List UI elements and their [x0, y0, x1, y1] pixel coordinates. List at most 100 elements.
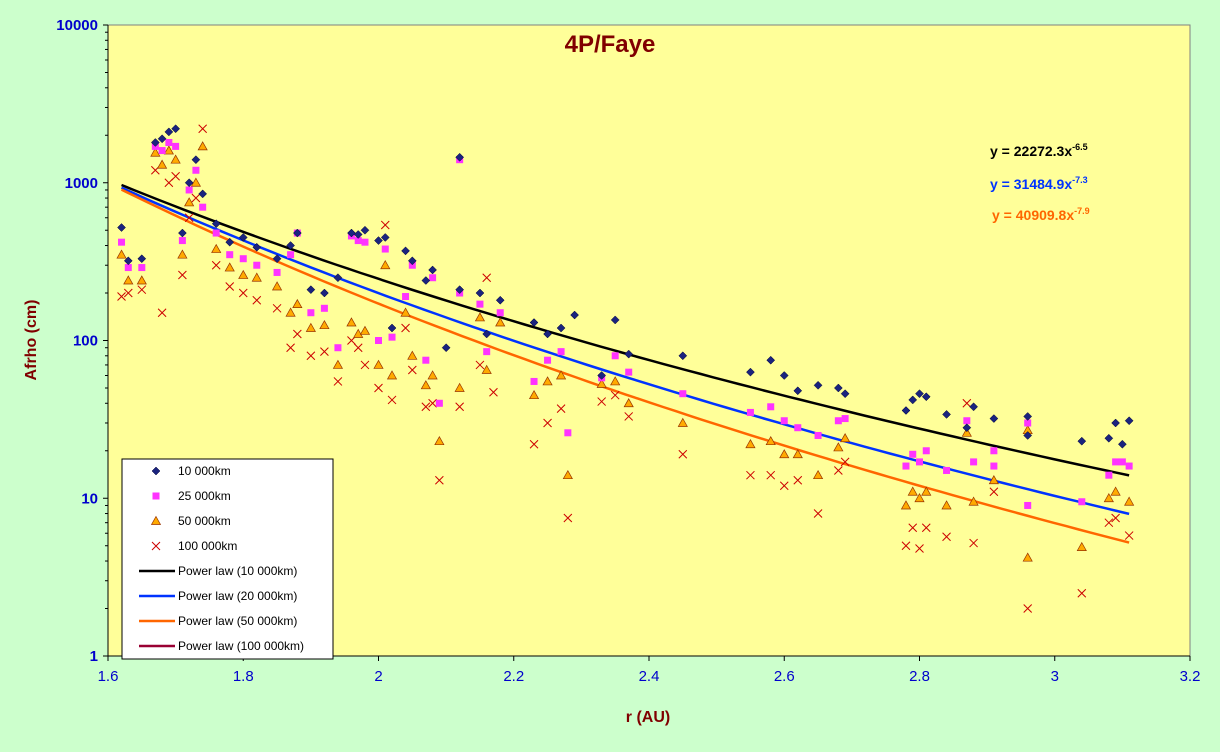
data-point — [407, 365, 417, 375]
data-point — [529, 439, 539, 449]
data-point — [489, 387, 498, 397]
data-point — [386, 370, 398, 380]
data-point — [969, 538, 978, 548]
data-point — [292, 329, 302, 339]
data-point — [779, 371, 789, 380]
data-point — [496, 309, 504, 317]
data-point — [197, 141, 208, 151]
data-point — [901, 406, 911, 415]
data-point — [157, 308, 167, 318]
data-point — [963, 417, 971, 425]
data-point — [184, 197, 195, 207]
data-point — [184, 178, 194, 188]
data-point — [380, 260, 391, 270]
data-point — [907, 486, 918, 496]
data-point — [556, 323, 566, 333]
data-point — [164, 127, 174, 137]
data-point — [745, 439, 756, 449]
data-point — [833, 383, 843, 393]
legend-label: Power law (20 000km) — [178, 589, 297, 603]
data-point — [793, 475, 803, 485]
data-point — [610, 315, 620, 325]
data-point — [224, 262, 235, 272]
data-point — [211, 243, 222, 253]
data-point — [961, 427, 972, 437]
data-point — [184, 213, 194, 223]
data-point — [840, 457, 850, 467]
data-point — [238, 233, 248, 242]
fit-equation: y = 22272.3x-6.5 — [990, 142, 1088, 159]
data-point — [813, 380, 823, 390]
data-point — [495, 295, 505, 305]
legend-label: Power law (10 000km) — [178, 564, 297, 578]
data-point — [555, 370, 567, 380]
legend-label: 10 000km — [178, 464, 231, 478]
x-axis-title: r (AU) — [626, 709, 670, 726]
data-point — [400, 307, 411, 317]
data-point — [253, 261, 261, 269]
data-point — [252, 242, 262, 252]
data-point — [1124, 531, 1134, 540]
data-point — [840, 389, 850, 399]
data-point — [292, 228, 302, 238]
data-point — [427, 370, 438, 380]
legend-box — [121, 458, 334, 660]
data-point — [482, 329, 492, 339]
data-point — [123, 256, 133, 266]
data-point — [361, 238, 369, 246]
data-point — [428, 398, 437, 408]
data-point — [199, 203, 207, 211]
data-point — [401, 246, 410, 256]
data-point — [1103, 493, 1114, 503]
data-point — [422, 356, 430, 364]
data-point — [746, 470, 755, 480]
data-point — [190, 177, 202, 187]
y-tick-label: 10000 — [56, 17, 98, 34]
data-point — [962, 423, 972, 433]
data-point — [624, 349, 634, 359]
data-point — [989, 414, 999, 423]
y-tick-label: 10 — [81, 490, 98, 507]
data-point — [1104, 433, 1114, 443]
legend-label: Power law (50 000km) — [178, 614, 297, 628]
data-point — [408, 261, 416, 269]
data-point — [564, 429, 572, 437]
data-point — [178, 270, 187, 280]
data-point — [1125, 462, 1133, 470]
data-point — [137, 285, 147, 295]
data-point — [990, 462, 998, 470]
data-point — [900, 500, 912, 510]
data-point — [1105, 471, 1113, 479]
data-point — [1022, 552, 1033, 562]
data-point — [562, 469, 573, 480]
data-point — [915, 389, 924, 399]
data-point — [239, 255, 247, 263]
fit-line — [120, 188, 1130, 544]
fit-equation: y = 31484.9x-7.3 — [990, 175, 1088, 192]
data-point — [766, 355, 776, 365]
data-point — [970, 458, 978, 466]
data-point — [285, 307, 296, 317]
data-point — [677, 417, 688, 427]
data-point — [624, 412, 634, 421]
data-point — [908, 523, 918, 533]
data-point — [833, 442, 844, 452]
data-point — [610, 390, 620, 400]
data-point — [968, 496, 979, 506]
data-point — [346, 317, 357, 327]
data-point — [429, 274, 437, 282]
data-point — [320, 347, 329, 356]
y-tick-label: 1000 — [65, 175, 98, 192]
data-point — [353, 343, 363, 353]
data-point — [921, 523, 931, 533]
data-point — [407, 350, 418, 360]
x-tick-label: 2.4 — [639, 668, 660, 685]
data-point — [543, 329, 552, 339]
data-point — [476, 300, 484, 308]
data-point — [360, 360, 370, 370]
data-point — [165, 138, 173, 146]
data-point — [597, 371, 607, 380]
data-point — [286, 343, 295, 353]
data-point — [211, 260, 221, 270]
data-point — [833, 466, 843, 475]
